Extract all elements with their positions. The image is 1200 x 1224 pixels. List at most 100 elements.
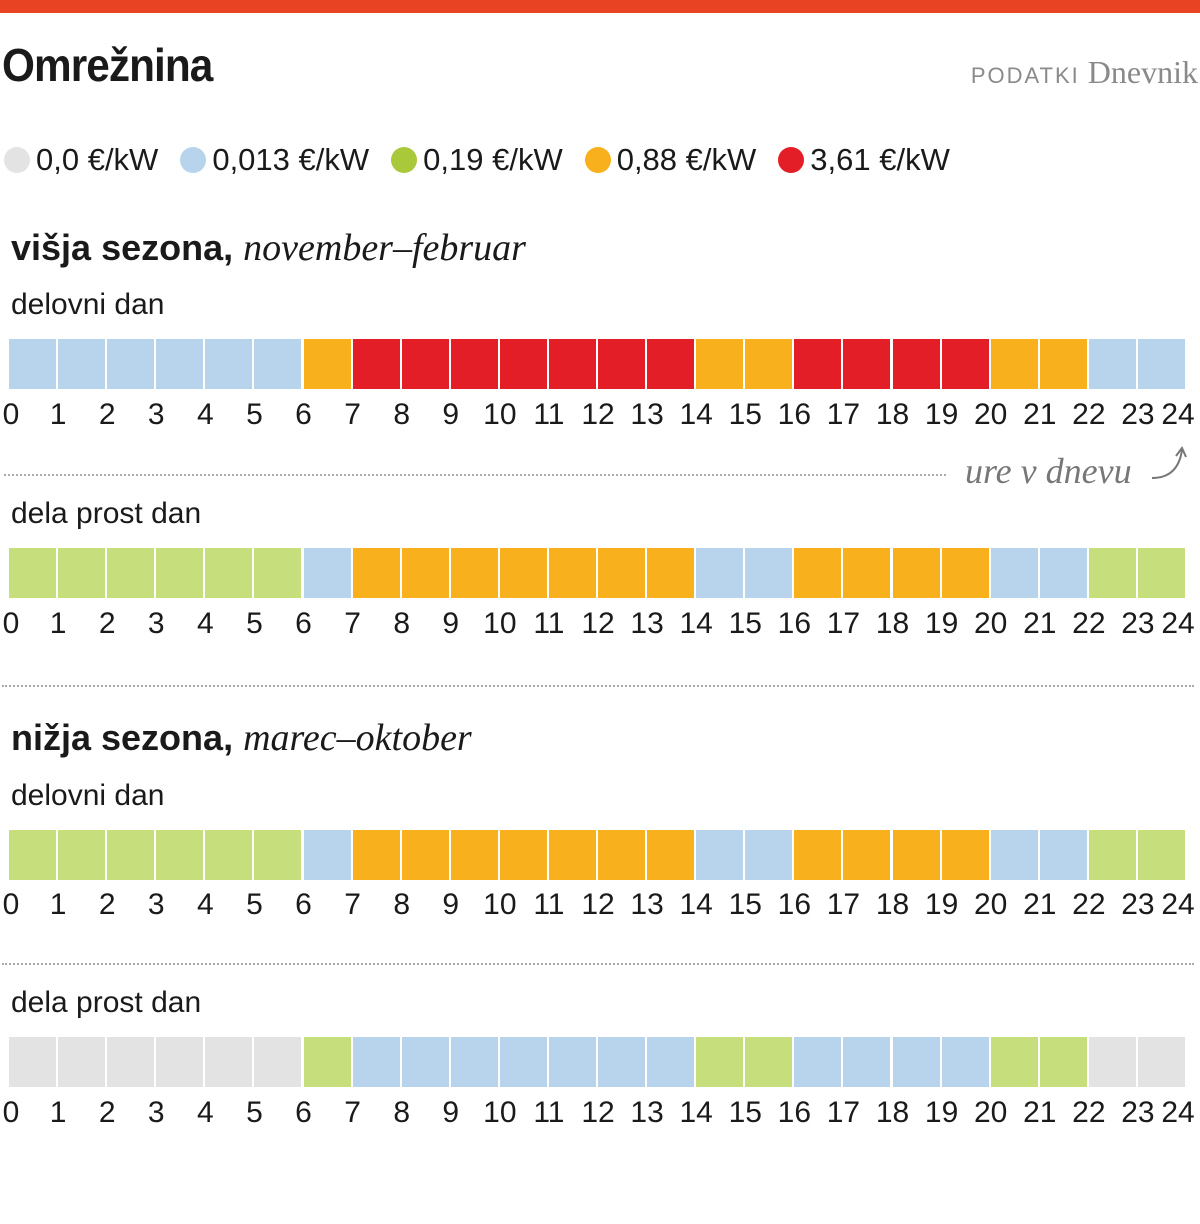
hour-tick-label: 21 [1023,1096,1057,1129]
hour-tick-label: 19 [924,607,959,640]
hour-tick-label: 6 [295,888,312,921]
hour-tick-label: 22 [1072,1096,1106,1129]
hour-tick-label: 8 [393,1096,410,1129]
hour-tick-label: 4 [196,1096,214,1129]
season-heading-high: višja sezona, november–februar [11,226,526,270]
hour-cell [892,830,940,880]
hour-tick-label: 14 [679,398,713,431]
hour-cell [696,830,744,880]
legend: 0,0 €/kW 0,013 €/kW 0,19 €/kW 0,88 €/kW … [4,142,972,178]
season-period: november–februar [243,227,526,269]
hour-cell [401,830,449,880]
hour-tick-label: 11 [533,1096,565,1129]
page-title: Omrežnina [2,39,213,91]
hour-ticks: 0 1 2 3 4 5 6 7 8 9 10 11 12 13 14 15 16 17 18 19 20 21 22 23 24 [0,1096,1200,1130]
hour-tick-label: 20 [973,1096,1008,1129]
hour-cell [794,1037,842,1087]
hour-cell [499,1037,547,1087]
hour-tick-label: 9 [442,1096,460,1129]
hour-cell [1039,548,1087,598]
hour-cell [745,339,793,389]
hour-tick-label: 4 [196,888,214,921]
hour-tick-label: 15 [728,607,762,640]
hour-tick-label: 18 [875,888,910,921]
hour-tick-label: 17 [826,1096,861,1129]
hour-cell [794,830,842,880]
hour-tick-label: 4 [196,607,214,640]
hour-cell [1039,1037,1087,1087]
legend-dot-icon [4,147,30,173]
hour-tick-label: 22 [1072,607,1106,640]
hour-cell [892,1037,940,1087]
hour-cell [843,1037,891,1087]
hour-cell [1088,830,1136,880]
hour-cell [107,830,155,880]
hour-tick-label: 23 [1121,607,1155,640]
season-heading-low: nižja sezona, marec–oktober [11,716,472,760]
legend-label: 0,19 €/kW [423,142,563,177]
row-label: dela prost dan [11,986,202,1019]
hour-cell [696,1037,744,1087]
hour-cell [450,339,498,389]
hour-cell [548,1037,596,1087]
hour-cell [843,548,891,598]
hour-cell [450,830,498,880]
hour-strip [9,339,1187,389]
hour-tick-label: 24 [1161,888,1195,921]
legend-item: 0,013 €/kW [180,142,369,178]
legend-dot-icon [778,147,805,173]
hour-tick-label: 11 [533,888,565,921]
source-label: PODATKI [970,63,1080,88]
hour-tick-label: 24 [1161,1096,1195,1129]
arrow-icon [1151,446,1187,479]
hour-tick-label: 7 [344,888,361,921]
hour-cell [352,339,400,389]
hour-cell [58,339,106,389]
legend-item: 0,88 €/kW [584,142,756,178]
hour-tick-label: 16 [777,1096,812,1129]
hour-tick-label: 5 [246,1096,263,1129]
hour-cell [401,339,449,389]
hour-cell [499,830,547,880]
hour-tick-label: 13 [630,607,664,640]
hour-ticks: 0 1 2 3 4 5 6 7 8 9 10 11 12 13 14 15 16 17 18 19 20 21 22 23 24 [0,398,1200,432]
hour-cell [941,339,989,389]
hour-cell [1137,830,1185,880]
hour-cell [205,1037,253,1087]
hour-cell [1088,548,1136,598]
hour-tick-label: 15 [728,398,762,431]
hour-cell [598,339,646,389]
hour-cell [1039,339,1087,389]
hour-cell [58,1037,106,1087]
hour-cell [9,339,57,389]
hour-tick-label: 21 [1023,888,1057,921]
hour-cell [598,830,646,880]
divider [2,685,1194,687]
hour-tick-label: 15 [728,1096,762,1129]
hour-tick-label: 14 [679,607,713,640]
hour-cell [303,339,351,389]
hour-tick-label: 15 [728,888,762,921]
hour-tick-label: 14 [679,888,713,921]
hour-tick-label: 12 [581,398,615,431]
hour-cell [794,339,842,389]
hour-tick-label: 22 [1072,398,1106,431]
hour-tick-label: 24 [1161,607,1195,640]
hour-tick-label: 19 [924,398,959,431]
hour-tick-label: 18 [875,398,910,431]
hour-cell [107,339,155,389]
hour-cell [941,548,989,598]
hour-cell [1039,830,1087,880]
hour-tick-label: 3 [147,1096,165,1129]
hour-tick-label: 0 [2,398,20,431]
legend-label: 3,61 €/kW [810,142,950,177]
hour-tick-label: 13 [630,888,664,921]
row-label: dela prost dan [11,497,202,530]
hour-tick-label: 0 [2,607,20,640]
hour-tick-label: 16 [777,607,812,640]
hour-tick-label: 8 [393,888,410,921]
hour-tick-label: 12 [581,888,615,921]
hour-cell [990,339,1038,389]
hour-cell [794,548,842,598]
hour-cell [1088,339,1136,389]
